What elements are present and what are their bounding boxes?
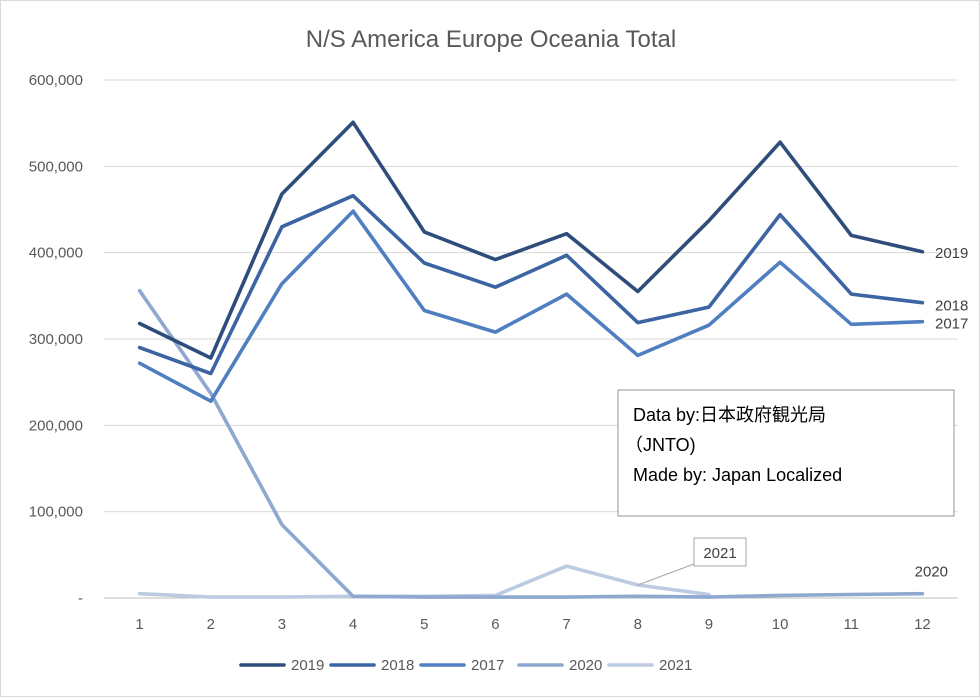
y-tick-label: 500,000 bbox=[29, 158, 83, 175]
legend-label-2021: 2021 bbox=[659, 657, 692, 674]
callout-2021: 2021 bbox=[637, 537, 747, 586]
y-tick-label: - bbox=[78, 590, 83, 607]
x-tick-label: 12 bbox=[914, 616, 931, 633]
source-note: Data by:日本政府観光局 （JNTO) Made by: Japan Lo… bbox=[617, 389, 955, 517]
callout-leader-line bbox=[637, 563, 695, 586]
legend: 2019 2018 2017 2020 2021 bbox=[239, 657, 692, 674]
end-label-2020: 2020 bbox=[915, 564, 948, 581]
legend-label-2019: 2019 bbox=[291, 657, 324, 674]
series-line-2020 bbox=[137, 288, 925, 599]
y-tick-label: 400,000 bbox=[29, 245, 83, 262]
series-lines bbox=[137, 120, 925, 599]
end-label-2017: 2017 bbox=[935, 316, 968, 333]
y-tick-label: 200,000 bbox=[29, 417, 83, 434]
x-tick-label: 5 bbox=[420, 616, 428, 633]
x-tick-label: 4 bbox=[349, 616, 357, 633]
y-axis-ticks: - 100,000 200,000 300,000 400,000 500,000 600,… bbox=[29, 72, 83, 607]
series-line-2021 bbox=[137, 564, 711, 599]
callout-box bbox=[693, 537, 747, 567]
series-line-2017 bbox=[137, 209, 925, 403]
source-line-3: Made by: Japan Localized bbox=[633, 465, 842, 485]
source-line-1: Data by:日本政府観光局 bbox=[633, 405, 826, 425]
legend-label-2017: 2017 bbox=[471, 657, 504, 674]
y-tick-label: 100,000 bbox=[29, 504, 83, 521]
x-tick-label: 2 bbox=[207, 616, 215, 633]
y-tick-label: 600,000 bbox=[29, 72, 83, 89]
source-note-box bbox=[617, 389, 955, 517]
x-tick-label: 11 bbox=[843, 616, 859, 633]
x-tick-label: 3 bbox=[278, 616, 286, 633]
x-tick-label: 9 bbox=[705, 616, 713, 633]
callout-label-2021: 2021 bbox=[703, 545, 736, 562]
end-label-2018: 2018 bbox=[935, 298, 968, 315]
legend-label-2018: 2018 bbox=[381, 657, 414, 674]
x-tick-label: 10 bbox=[772, 616, 789, 633]
y-tick-label: 300,000 bbox=[29, 331, 83, 348]
x-axis-ticks: 1 2 3 4 5 6 7 8 9 10 11 12 bbox=[135, 616, 930, 633]
x-tick-label: 8 bbox=[634, 616, 642, 633]
series-line-2019 bbox=[137, 120, 925, 360]
gridlines bbox=[104, 79, 958, 599]
legend-label-2020: 2020 bbox=[569, 657, 602, 674]
end-label-2019: 2019 bbox=[935, 245, 968, 262]
series-line-2018 bbox=[137, 193, 925, 376]
x-tick-label: 6 bbox=[491, 616, 499, 633]
source-line-2: （JNTO) bbox=[625, 435, 696, 455]
chart-title: N/S America Europe Oceania Total bbox=[306, 26, 676, 53]
x-tick-label: 1 bbox=[135, 616, 143, 633]
x-tick-label: 7 bbox=[562, 616, 570, 633]
